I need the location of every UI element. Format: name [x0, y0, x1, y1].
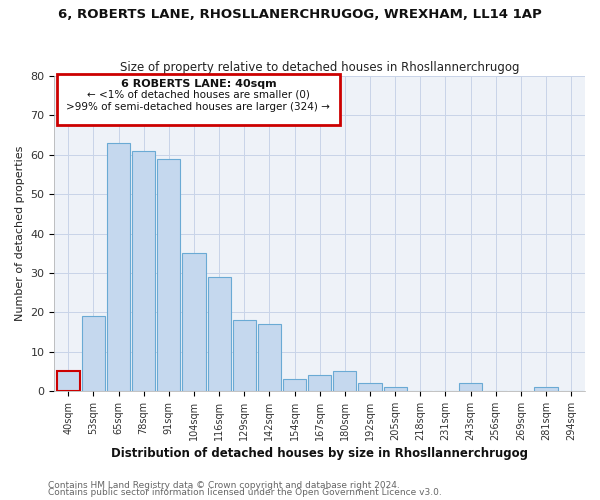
Title: Size of property relative to detached houses in Rhosllannerchrugog: Size of property relative to detached ho…: [120, 60, 520, 74]
Bar: [383, 387, 407, 391]
Bar: [333, 372, 356, 391]
Bar: [56, 372, 80, 391]
Bar: [182, 253, 206, 391]
Bar: [535, 387, 557, 391]
Bar: [258, 324, 281, 391]
Text: ← <1% of detached houses are smaller (0): ← <1% of detached houses are smaller (0): [87, 90, 310, 100]
Bar: [358, 383, 382, 391]
FancyBboxPatch shape: [57, 74, 340, 126]
Bar: [132, 151, 155, 391]
Bar: [107, 143, 130, 391]
Text: Contains HM Land Registry data © Crown copyright and database right 2024.: Contains HM Land Registry data © Crown c…: [48, 480, 400, 490]
Text: Contains public sector information licensed under the Open Government Licence v3: Contains public sector information licen…: [48, 488, 442, 497]
X-axis label: Distribution of detached houses by size in Rhosllannerchrugog: Distribution of detached houses by size …: [111, 447, 528, 460]
Text: 6 ROBERTS LANE: 40sqm: 6 ROBERTS LANE: 40sqm: [121, 79, 276, 89]
Bar: [308, 375, 331, 391]
Text: 6, ROBERTS LANE, RHOSLLANERCHRUGOG, WREXHAM, LL14 1AP: 6, ROBERTS LANE, RHOSLLANERCHRUGOG, WREX…: [58, 8, 542, 20]
Y-axis label: Number of detached properties: Number of detached properties: [15, 146, 25, 321]
Bar: [157, 158, 181, 391]
Text: >99% of semi-detached houses are larger (324) →: >99% of semi-detached houses are larger …: [67, 102, 331, 112]
Bar: [283, 379, 306, 391]
Bar: [208, 277, 230, 391]
Bar: [233, 320, 256, 391]
Bar: [82, 316, 105, 391]
Bar: [459, 383, 482, 391]
